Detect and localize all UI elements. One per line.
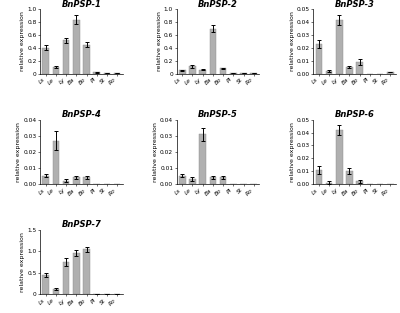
Bar (73, 20, 80, 74)
Bar (83, 249, 90, 294)
Title: BnPSP-2: BnPSP-2 (198, 0, 238, 9)
Bar (240, 73, 247, 74)
Y-axis label: relative expression: relative expression (16, 122, 21, 182)
Y-axis label: relative expression: relative expression (290, 12, 294, 71)
Bar (94, 72, 100, 74)
Bar (189, 66, 196, 74)
Bar (52, 289, 59, 294)
Bar (250, 73, 257, 74)
Bar (52, 67, 59, 74)
Bar (189, 179, 196, 184)
Bar (336, 130, 342, 184)
Bar (316, 170, 322, 184)
Bar (326, 71, 332, 74)
Title: BnPSP-7: BnPSP-7 (62, 220, 101, 229)
Bar (220, 177, 226, 184)
Bar (42, 176, 49, 184)
Bar (387, 72, 394, 74)
Bar (220, 69, 226, 74)
Title: BnPSP-3: BnPSP-3 (335, 0, 374, 9)
Bar (326, 182, 332, 184)
Bar (42, 48, 49, 74)
Bar (42, 275, 49, 294)
Title: BnPSP-1: BnPSP-1 (62, 0, 101, 9)
Bar (73, 253, 80, 294)
Bar (63, 262, 69, 294)
Y-axis label: relative expression: relative expression (20, 232, 25, 292)
Bar (210, 28, 216, 74)
Title: BnPSP-6: BnPSP-6 (335, 110, 374, 119)
Y-axis label: relative expression: relative expression (20, 12, 25, 71)
Bar (179, 176, 186, 184)
Bar (114, 73, 120, 74)
Y-axis label: relative expression: relative expression (153, 122, 158, 182)
Bar (346, 67, 353, 74)
Bar (199, 70, 206, 74)
Bar (230, 73, 237, 74)
Bar (73, 177, 80, 184)
Bar (346, 171, 353, 184)
Bar (83, 177, 90, 184)
Bar (104, 73, 110, 74)
Bar (210, 177, 216, 184)
Bar (63, 181, 69, 184)
Y-axis label: relative expression: relative expression (290, 122, 294, 182)
Y-axis label: relative expression: relative expression (157, 12, 162, 71)
Bar (336, 20, 342, 74)
Bar (83, 45, 90, 74)
Bar (316, 44, 322, 74)
Bar (356, 62, 363, 74)
Bar (356, 181, 363, 184)
Bar (52, 141, 59, 184)
Bar (179, 70, 186, 74)
Bar (63, 40, 69, 74)
Title: BnPSP-5: BnPSP-5 (198, 110, 238, 119)
Title: BnPSP-4: BnPSP-4 (62, 110, 101, 119)
Bar (199, 134, 206, 184)
